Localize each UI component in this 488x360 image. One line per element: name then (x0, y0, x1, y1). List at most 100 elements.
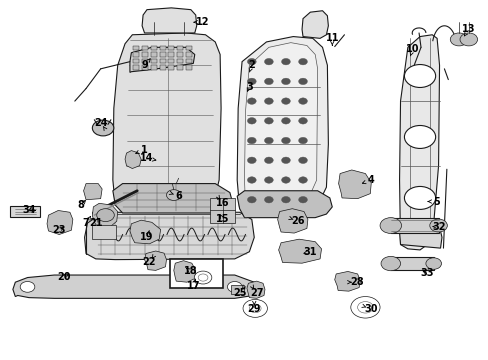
Bar (159, 52, 165, 57)
Circle shape (227, 282, 242, 292)
Text: 22: 22 (142, 257, 156, 267)
Circle shape (281, 197, 290, 203)
Circle shape (281, 157, 290, 163)
Bar (168, 65, 174, 69)
Bar (230, 285, 244, 294)
Bar (151, 59, 157, 63)
Circle shape (247, 157, 256, 163)
Bar (390, 218, 438, 233)
Bar (177, 46, 183, 50)
Text: 17: 17 (186, 281, 200, 291)
Circle shape (249, 304, 261, 313)
Polygon shape (13, 275, 256, 298)
Bar (133, 59, 139, 63)
Text: 29: 29 (247, 304, 261, 314)
Text: 10: 10 (405, 44, 419, 54)
Bar (168, 52, 174, 57)
Polygon shape (144, 251, 166, 270)
Circle shape (198, 274, 207, 281)
Text: 34: 34 (22, 206, 36, 216)
Circle shape (166, 190, 181, 201)
Text: 21: 21 (89, 218, 102, 228)
Circle shape (298, 197, 307, 203)
Circle shape (281, 78, 290, 85)
Bar (133, 46, 139, 50)
Bar (168, 59, 174, 63)
Bar (168, 46, 174, 50)
Bar (142, 59, 148, 63)
Text: 25: 25 (232, 288, 246, 298)
Text: 12: 12 (196, 17, 209, 27)
Circle shape (350, 297, 379, 318)
Circle shape (404, 126, 435, 148)
Polygon shape (338, 170, 370, 199)
Circle shape (92, 120, 114, 136)
Circle shape (298, 58, 307, 65)
Circle shape (380, 256, 400, 271)
Text: 1: 1 (141, 144, 147, 154)
Polygon shape (246, 281, 264, 298)
Polygon shape (334, 271, 360, 291)
Polygon shape (278, 239, 321, 263)
Circle shape (298, 98, 307, 104)
Circle shape (281, 118, 290, 124)
Polygon shape (84, 212, 254, 260)
Polygon shape (173, 261, 195, 282)
Polygon shape (92, 203, 118, 227)
Polygon shape (302, 11, 328, 39)
Polygon shape (130, 220, 160, 244)
Bar (142, 52, 148, 57)
Polygon shape (277, 209, 307, 233)
Text: 3: 3 (245, 82, 252, 92)
Circle shape (264, 157, 273, 163)
Text: 28: 28 (349, 277, 363, 287)
Text: 26: 26 (291, 216, 304, 226)
Polygon shape (399, 35, 439, 250)
Bar (210, 198, 234, 223)
Bar (159, 65, 165, 69)
Text: 15: 15 (215, 215, 229, 224)
Polygon shape (244, 42, 317, 210)
Polygon shape (125, 150, 141, 168)
Bar (185, 65, 191, 69)
Circle shape (425, 258, 441, 269)
Circle shape (298, 118, 307, 124)
Circle shape (20, 282, 35, 292)
Circle shape (247, 58, 256, 65)
Bar (133, 52, 139, 57)
Bar (10, 206, 40, 217)
Polygon shape (113, 184, 232, 213)
Circle shape (459, 33, 477, 46)
Bar (390, 257, 433, 270)
Circle shape (194, 271, 211, 284)
Circle shape (247, 98, 256, 104)
Circle shape (281, 137, 290, 144)
Polygon shape (47, 211, 73, 234)
Text: 33: 33 (420, 268, 433, 278)
Bar (151, 46, 157, 50)
Circle shape (298, 137, 307, 144)
Text: 20: 20 (57, 272, 71, 282)
Text: 31: 31 (303, 247, 316, 257)
Bar (185, 59, 191, 63)
Polygon shape (142, 8, 196, 33)
Text: 14: 14 (140, 153, 153, 163)
Polygon shape (399, 226, 441, 248)
Circle shape (264, 58, 273, 65)
Bar (133, 65, 139, 69)
Polygon shape (113, 33, 221, 210)
Circle shape (243, 300, 267, 318)
Text: 5: 5 (433, 197, 440, 207)
Bar (151, 65, 157, 69)
Text: 9: 9 (141, 60, 147, 70)
Bar (142, 65, 148, 69)
Bar (142, 46, 148, 50)
Polygon shape (130, 47, 194, 72)
Text: 7: 7 (82, 218, 89, 228)
Circle shape (357, 302, 372, 313)
Circle shape (247, 118, 256, 124)
Circle shape (264, 78, 273, 85)
Text: 4: 4 (367, 175, 374, 185)
Circle shape (404, 186, 435, 210)
Polygon shape (237, 191, 331, 218)
